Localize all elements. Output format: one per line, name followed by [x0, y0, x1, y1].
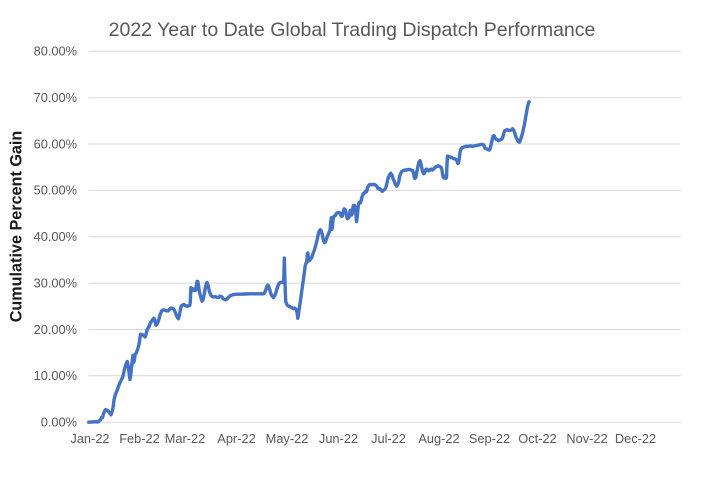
svg-text:Jan-22: Jan-22 — [70, 431, 109, 446]
svg-text:Jun-22: Jun-22 — [319, 431, 358, 446]
svg-text:May-22: May-22 — [266, 431, 309, 446]
svg-text:Apr-22: Apr-22 — [217, 431, 255, 446]
svg-text:Sep-22: Sep-22 — [469, 431, 510, 446]
svg-text:0.00%: 0.00% — [41, 415, 77, 430]
svg-text:40.00%: 40.00% — [34, 229, 77, 244]
svg-text:50.00%: 50.00% — [34, 183, 77, 198]
svg-text:30.00%: 30.00% — [34, 275, 77, 290]
svg-text:2022 Year to Date Global Tradi: 2022 Year to Date Global Trading Dispatc… — [109, 19, 596, 41]
svg-text:80.00%: 80.00% — [34, 44, 77, 59]
svg-text:Nov-22: Nov-22 — [566, 431, 607, 446]
svg-text:Mar-22: Mar-22 — [165, 431, 206, 446]
svg-text:20.00%: 20.00% — [34, 322, 77, 337]
svg-text:70.00%: 70.00% — [34, 90, 77, 105]
svg-text:Feb-22: Feb-22 — [119, 431, 160, 446]
svg-text:Jul-22: Jul-22 — [371, 431, 406, 446]
svg-text:Oct-22: Oct-22 — [518, 431, 556, 446]
svg-text:Cumulative Percent Gain: Cumulative Percent Gain — [7, 131, 25, 323]
svg-text:10.00%: 10.00% — [34, 368, 77, 383]
svg-text:60.00%: 60.00% — [34, 136, 77, 151]
svg-text:Dec-22: Dec-22 — [615, 431, 656, 446]
svg-text:Aug-22: Aug-22 — [418, 431, 459, 446]
